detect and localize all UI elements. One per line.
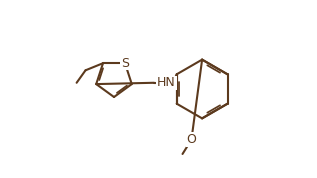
Text: S: S bbox=[121, 57, 129, 70]
Text: HN: HN bbox=[157, 76, 176, 89]
Text: O: O bbox=[186, 133, 196, 146]
